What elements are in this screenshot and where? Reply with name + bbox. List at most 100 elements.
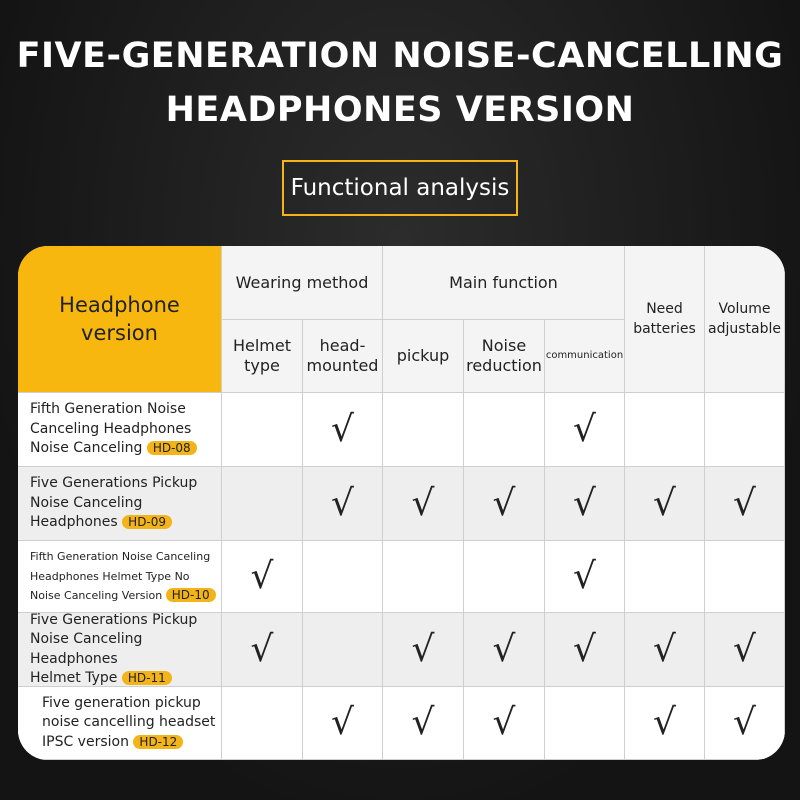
row-name: Five Generations Pickup Noise Canceling H…	[18, 611, 222, 689]
name-line: Noise Canceling HD-08	[30, 439, 197, 459]
cell: √	[222, 613, 303, 687]
row-name-block: Five generation pickup noise cancelling h…	[42, 694, 215, 753]
group-text: Wearing method	[235, 272, 369, 292]
name-text: IPSC version	[42, 733, 129, 750]
name-line: Headphones HD-09	[30, 513, 197, 533]
group-text: Main function	[449, 272, 558, 292]
cell	[545, 687, 625, 760]
name-line: Canceling Headphones	[30, 420, 197, 440]
row-name-block: Five Generations Pickup Noise Canceling H…	[30, 611, 221, 689]
check-mark: √	[411, 702, 435, 743]
cell	[222, 467, 303, 541]
check-mark: √	[331, 408, 354, 450]
cell	[383, 393, 464, 467]
name-text: Helmet Type	[30, 670, 118, 686]
cell: √	[383, 613, 464, 687]
check-mark: √	[250, 628, 274, 670]
check-mark: √	[492, 628, 516, 670]
cell: √	[545, 393, 625, 467]
cell	[625, 541, 705, 613]
column-header: Noise reduction	[464, 320, 545, 393]
corner-text: Headphone version	[59, 293, 180, 345]
cell	[303, 613, 383, 687]
name-line: Five Generations Pickup	[30, 611, 221, 631]
check-mark: √	[573, 482, 596, 524]
cell: √	[464, 613, 545, 687]
check-mark: √	[573, 408, 596, 450]
model-tag: HD-12	[133, 734, 184, 749]
name-text: Noise Canceling	[30, 440, 143, 457]
cell: √	[303, 467, 383, 541]
row-name: Fifth Generation Noise Canceling Headphon…	[18, 393, 222, 467]
column-text: head-mounted	[306, 336, 379, 375]
column-header: Volume adjustable	[705, 246, 785, 393]
name-text: Fifth Generation Noise	[30, 401, 186, 418]
cell: √	[464, 687, 545, 760]
cell	[705, 393, 785, 467]
column-text: Volume adjustable	[708, 301, 781, 337]
check-mark: √	[492, 482, 516, 524]
cell	[705, 541, 785, 613]
cell	[303, 541, 383, 613]
check-mark: √	[653, 702, 676, 743]
name-text: Five Generations Pickup	[30, 475, 198, 492]
cell: √	[625, 613, 705, 687]
cell: √	[464, 467, 545, 541]
cell: √	[383, 467, 464, 541]
name-text: Fifth Generation Noise Canceling	[30, 550, 211, 564]
name-text: Noise Canceling Headphones	[30, 631, 143, 667]
column-header: pickup	[383, 320, 464, 393]
name-line: Fifth Generation Noise	[30, 400, 197, 420]
cell	[464, 393, 545, 467]
name-line: Headphones Helmet Type No	[30, 567, 216, 587]
check-mark: √	[411, 482, 435, 524]
check-mark: √	[653, 482, 676, 524]
cell: √	[625, 687, 705, 760]
cell: √	[705, 613, 785, 687]
name-text: Noise Canceling Version	[30, 589, 163, 603]
name-line: Helmet Type HD-11	[30, 669, 221, 689]
cell: √	[545, 613, 625, 687]
name-line: noise cancelling headset	[42, 713, 215, 733]
check-mark: √	[250, 555, 274, 597]
name-text: Five Generations Pickup	[30, 611, 198, 628]
check-mark: √	[733, 702, 756, 743]
name-line: Fifth Generation Noise Canceling	[30, 547, 216, 567]
cell	[625, 393, 705, 467]
column-header: communication	[545, 320, 625, 393]
corner-header: Headphone version	[18, 246, 222, 393]
cell: √	[222, 541, 303, 613]
title-line: HEADPHONES VERSION	[165, 90, 635, 130]
model-tag: HD-10	[165, 588, 216, 603]
model-tag: HD-08	[146, 441, 197, 456]
cell	[464, 541, 545, 613]
model-tag: HD-09	[122, 515, 173, 530]
name-text: Headphones	[30, 514, 118, 531]
group-header: Wearing method	[222, 246, 383, 320]
cell: √	[383, 687, 464, 760]
name-line: Noise Canceling	[30, 494, 197, 514]
cell	[222, 393, 303, 467]
row-name: Five Generations Pickup Noise Canceling He…	[18, 467, 222, 541]
name-line: Five generation pickup	[42, 694, 215, 714]
cell	[222, 687, 303, 760]
cell: √	[705, 687, 785, 760]
check-mark: √	[331, 702, 354, 743]
cell: √	[705, 467, 785, 541]
cell: √	[303, 393, 383, 467]
check-mark: √	[492, 702, 516, 743]
row-name-block: Fifth Generation Noise Canceling Headphon…	[30, 400, 197, 459]
row-name-block: Fifth Generation Noise Canceling Headphon…	[30, 547, 216, 606]
check-mark: √	[733, 482, 756, 524]
check-mark: √	[653, 628, 676, 670]
row-name: Fifth Generation Noise Canceling Headphon…	[18, 541, 222, 613]
column-text: pickup	[396, 346, 450, 365]
check-mark: √	[573, 628, 596, 670]
cell: √	[303, 687, 383, 760]
column-text: Need batteries	[633, 301, 696, 337]
name-line: Noise Canceling Version HD-10	[30, 586, 216, 606]
column-header: Need batteries	[625, 246, 705, 393]
cell	[383, 541, 464, 613]
column-header: head-mounted	[303, 320, 383, 393]
